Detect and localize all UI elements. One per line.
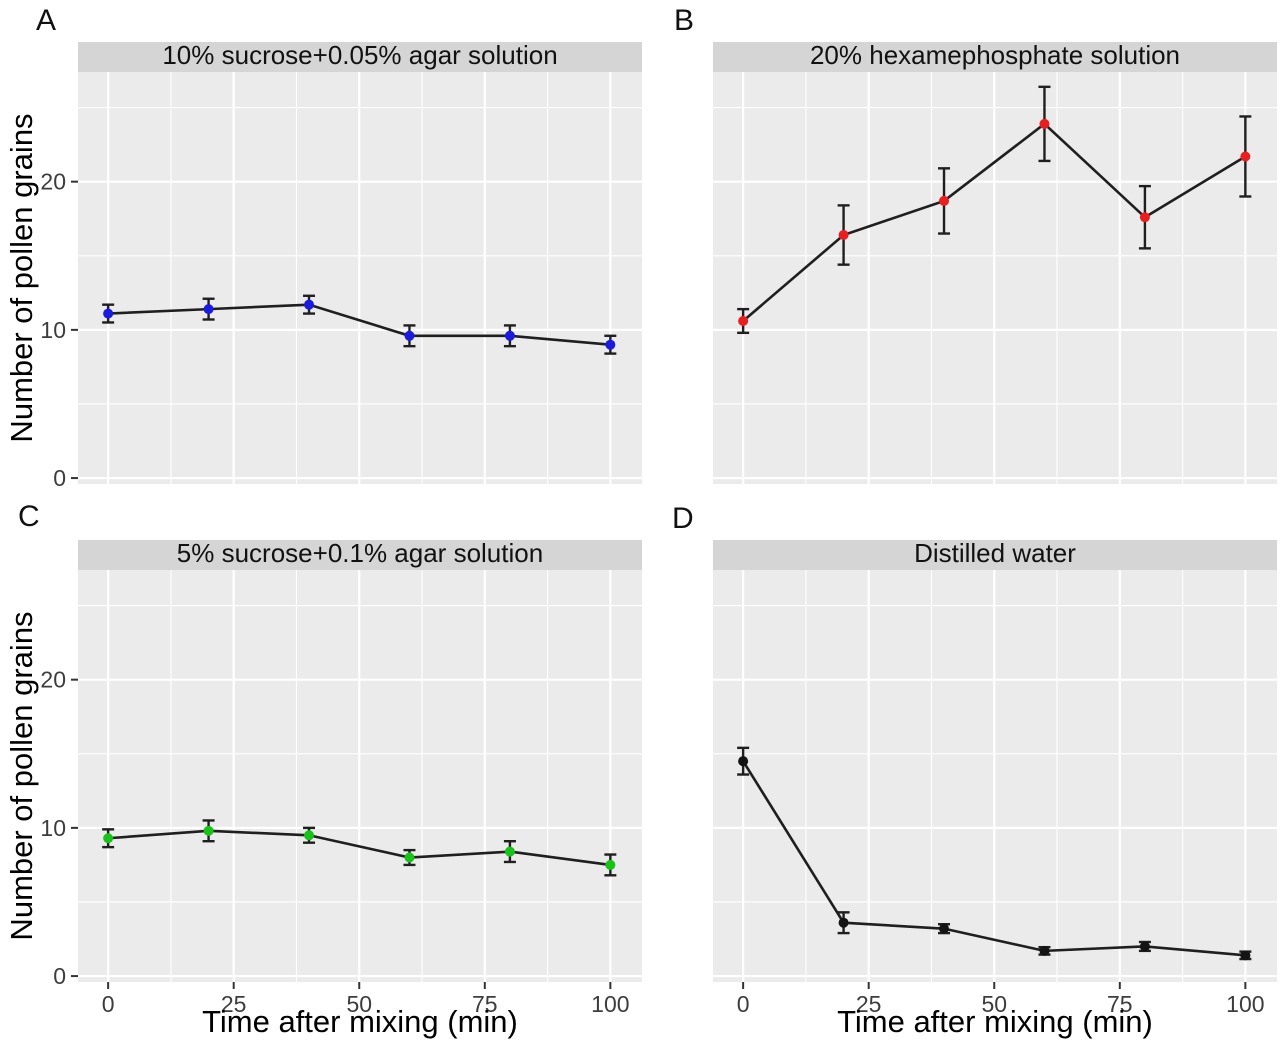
data-points [103, 299, 616, 350]
facet-strip [78, 42, 642, 72]
panel-d-letter: D [672, 502, 694, 535]
y-axis-title-top-row: Number of pollen grains [4, 113, 39, 443]
data-point [1139, 941, 1150, 952]
data-point [605, 339, 616, 350]
panel-b-chart: 20% hexamephosphate solution [713, 40, 1277, 484]
data-line [108, 829, 611, 867]
x-tick-label: 0 [737, 991, 750, 1017]
data-point [939, 923, 950, 934]
x-tick-label: 50 [346, 991, 372, 1017]
data-point [103, 308, 114, 319]
x-tick-label: 50 [981, 991, 1007, 1017]
data-points [738, 756, 1251, 961]
x-tick-label: 0 [102, 991, 115, 1017]
y-tick-label: 10 [40, 815, 66, 841]
data-points [738, 118, 1251, 326]
gridlines [713, 72, 1277, 484]
facet-strip-title: 5% sucrose+0.1% agar solution [177, 538, 543, 568]
data-point [304, 299, 315, 310]
x-axis-title-panel-d: Time after mixing (min) [837, 1004, 1153, 1039]
data-line [742, 122, 1247, 322]
facet-strip [78, 540, 642, 570]
x-tick-label: 25 [221, 991, 247, 1017]
data-point [1039, 118, 1050, 129]
data-point [838, 230, 849, 241]
data-point [504, 846, 515, 857]
panel-d-chart: Distilled water 0 25 50 75 100 [713, 538, 1277, 1017]
y-tick-label: 0 [53, 963, 66, 989]
data-point [203, 825, 214, 836]
x-tick-label: 75 [1107, 991, 1133, 1017]
data-point [203, 304, 214, 315]
data-point [738, 756, 749, 767]
facet-strip-title: Distilled water [914, 538, 1076, 568]
data-point [605, 859, 616, 870]
data-point [1139, 212, 1150, 223]
panel-c-chart: 5% sucrose+0.1% agar solution 0 10 20 0 25 50 7… [40, 538, 642, 1017]
data-point [1240, 151, 1251, 162]
panel-a-chart: 10% sucrose+0.05% agar solution 0 10 20 [40, 40, 642, 491]
y-tick-label: 20 [40, 169, 66, 195]
data-point [838, 917, 849, 928]
data-line [742, 760, 1246, 957]
data-point [1240, 950, 1251, 961]
facet-strip-title: 10% sucrose+0.05% agar solution [162, 40, 557, 70]
y-axis-title-bottom-row: Number of pollen grains [4, 611, 39, 941]
panel-c-letter: C [18, 500, 40, 533]
data-point [738, 315, 749, 326]
y-tick-label: 0 [53, 465, 66, 491]
x-tick-label: 75 [472, 991, 498, 1017]
data-points [103, 825, 616, 870]
data-point [504, 330, 515, 341]
data-point [404, 852, 415, 863]
y-tick-label: 20 [40, 667, 66, 693]
x-tick-label: 100 [591, 991, 629, 1017]
gridlines [713, 570, 1277, 982]
facet-strip [713, 42, 1277, 72]
data-point [103, 833, 114, 844]
facet-strip [713, 540, 1277, 570]
x-axis-title-panel-c: Time after mixing (min) [202, 1004, 518, 1039]
gridlines [78, 72, 642, 484]
data-point [1039, 945, 1050, 956]
panel-b-letter: B [674, 4, 695, 37]
data-point [304, 830, 315, 841]
x-tick-label: 25 [856, 991, 882, 1017]
data-point [404, 330, 415, 341]
data-point [939, 195, 950, 206]
gridlines [78, 570, 642, 982]
data-line [108, 303, 611, 346]
y-tick-label: 10 [40, 317, 66, 343]
facet-strip-title: 20% hexamephosphate solution [810, 40, 1180, 70]
panel-a-letter: A [36, 4, 57, 37]
x-tick-label: 100 [1226, 991, 1264, 1017]
